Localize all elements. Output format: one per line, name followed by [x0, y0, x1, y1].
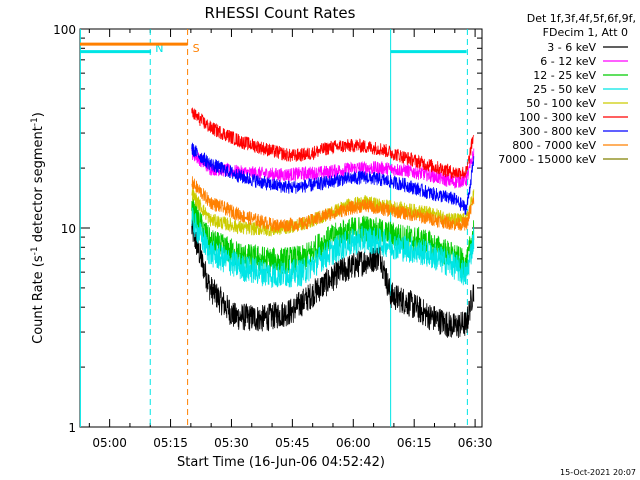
- footer-timestamp: 15-Oct-2021 20:07: [560, 468, 636, 477]
- series-line-0: [191, 216, 475, 339]
- x-tick-label: 06:30: [458, 436, 493, 450]
- legend: Det 1f,3f,4f,5f,6f,9f, FDecim 1, Att 0 3…: [498, 12, 636, 166]
- legend-label: 7000 - 15000 keV: [498, 153, 596, 166]
- legend-label: 6 - 12 keV: [540, 55, 596, 68]
- legend-header-2: FDecim 1, Att 0: [543, 26, 628, 39]
- legend-label: 50 - 100 keV: [526, 97, 596, 110]
- y-axis-label-part3: ): [31, 112, 46, 117]
- x-tick-label: 05:30: [214, 436, 249, 450]
- y-tick-label: 1: [68, 421, 76, 435]
- legend-header-1: Det 1f,3f,4f,5f,6f,9f,: [527, 12, 636, 25]
- x-axis-label: Start Time (16-Jun-06 04:52:42): [177, 455, 385, 470]
- series-line-5: [191, 107, 475, 180]
- series-line-2: [191, 197, 475, 278]
- series-line-1: [191, 146, 475, 189]
- y-tick-label: 100: [53, 23, 76, 37]
- legend-label: 25 - 50 keV: [533, 83, 596, 96]
- series-line-6: [191, 142, 475, 215]
- series-line-3: [191, 207, 475, 288]
- legend-label: 300 - 800 keV: [519, 125, 596, 138]
- y-axis-label-part1: Count Rate (s: [31, 255, 46, 344]
- chart-title: RHESSI Count Rates: [205, 4, 356, 22]
- x-tick-label: 05:15: [153, 436, 188, 450]
- y-axis-label-sup2: -1: [30, 117, 40, 126]
- marker-label: S: [193, 42, 200, 55]
- x-tick-label: 06:15: [397, 436, 432, 450]
- series-line-7: [191, 176, 475, 232]
- legend-label: 800 - 7000 keV: [512, 139, 596, 152]
- x-axis: 05:00 05:15 05:30 05:45 06:00 06:15 06:30: [88, 29, 493, 450]
- x-tick-label: 05:00: [92, 436, 127, 450]
- legend-label: 3 - 6 keV: [547, 41, 596, 54]
- x-tick-label: 06:00: [336, 436, 371, 450]
- y-axis-label-part2: detector segment: [31, 126, 46, 246]
- series-lines: [191, 107, 475, 339]
- y-axis-label-sup1: -1: [30, 246, 40, 255]
- attenuator-segments: [80, 42, 467, 54]
- legend-label: 12 - 25 keV: [533, 69, 596, 82]
- y-tick-label: 10: [61, 222, 76, 236]
- y-axis-label: Count Rate (s-1 detector segment-1): [30, 112, 46, 344]
- x-tick-label: 05:45: [275, 436, 310, 450]
- legend-label: 100 - 300 keV: [519, 111, 596, 124]
- marker-label: N: [155, 42, 163, 55]
